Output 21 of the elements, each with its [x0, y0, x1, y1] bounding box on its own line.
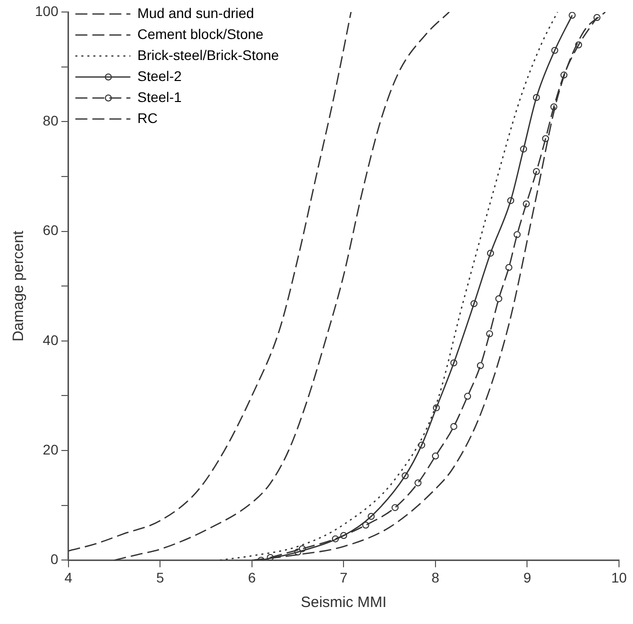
legend-label: Brick-steel/Brick-Stone: [137, 46, 280, 63]
x-tick-label: 8: [432, 569, 440, 586]
x-tick-label: 7: [340, 569, 348, 586]
x-tick-label: 6: [248, 569, 256, 586]
legend-label: Mud and sun-dried: [137, 4, 254, 21]
y-tick-label: 60: [42, 222, 59, 238]
x-tick-label: 5: [156, 569, 164, 586]
y-tick-label: 20: [42, 441, 59, 458]
y-tick-label: 40: [42, 332, 59, 348]
legend-label: Steel-2: [137, 68, 182, 84]
x-axis-title: Seismic MMI: [300, 594, 387, 612]
legend-label: RC: [137, 110, 158, 126]
x-tick-label: 9: [523, 569, 532, 586]
x-tick-label: 10: [611, 569, 627, 586]
y-axis-title: Damage percent: [10, 230, 28, 342]
y-tick-label: 80: [42, 112, 59, 128]
x-tick-label: 4: [64, 569, 72, 586]
y-tick-label: 0: [50, 551, 59, 568]
legend-label: Cement block/Stone: [137, 26, 264, 42]
y-tick-label: 100: [35, 2, 59, 19]
legend-label: Steel-1: [137, 88, 182, 105]
